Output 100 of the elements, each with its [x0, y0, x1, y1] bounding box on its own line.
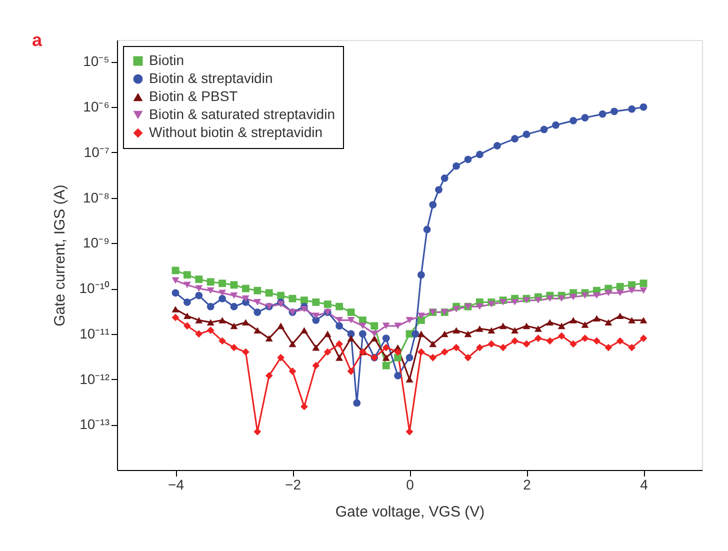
point: [324, 330, 332, 338]
point: [265, 335, 273, 342]
point: [254, 308, 262, 316]
point: [394, 354, 402, 362]
point: [546, 295, 554, 302]
point: [616, 290, 624, 296]
point: [598, 110, 606, 118]
point: [312, 344, 320, 351]
point: [452, 327, 460, 334]
point: [288, 340, 296, 348]
y-tick-label: 10⁻¹²: [80, 370, 110, 387]
point: [394, 322, 402, 330]
point: [581, 114, 589, 122]
point: [429, 201, 437, 208]
point: [172, 314, 180, 322]
point: [628, 105, 636, 113]
point: [522, 340, 530, 348]
point: [476, 326, 484, 332]
point: [452, 162, 460, 170]
point: [206, 319, 214, 326]
point: [406, 317, 414, 324]
point: [336, 317, 344, 324]
point: [277, 354, 285, 362]
point: [382, 362, 390, 370]
point: [172, 306, 180, 312]
point: [336, 340, 344, 348]
point: [183, 322, 191, 330]
point: [570, 317, 578, 324]
point: [347, 335, 355, 342]
point: [435, 186, 442, 194]
point: [206, 287, 214, 294]
point: [242, 284, 250, 292]
point: [429, 354, 437, 362]
point: [610, 108, 618, 116]
point: [242, 319, 250, 326]
y-tick-label: 10⁻⁶: [83, 98, 110, 115]
point: [452, 344, 460, 352]
y-axis-title: Gate current, IGS (A): [51, 184, 68, 326]
point: [406, 376, 414, 382]
point: [172, 266, 180, 274]
point: [242, 348, 250, 356]
point: [183, 271, 191, 279]
point: [534, 334, 542, 342]
point: [616, 337, 624, 345]
point: [423, 226, 431, 234]
point: [488, 327, 496, 334]
point: [476, 150, 484, 158]
point: [300, 306, 308, 312]
legend-label: Biotin & PBST: [149, 88, 238, 104]
point: [265, 372, 273, 380]
point: [347, 330, 355, 338]
point: [464, 156, 472, 164]
point: [440, 174, 448, 182]
point: [511, 327, 519, 334]
point: [218, 280, 226, 288]
point: [206, 278, 214, 286]
point: [628, 317, 636, 324]
point: [312, 312, 320, 320]
point: [417, 271, 425, 279]
point: [230, 281, 238, 289]
point: [336, 354, 344, 361]
point: [195, 317, 203, 324]
x-tick-label: −2: [285, 476, 302, 492]
point: [277, 322, 285, 330]
point: [358, 330, 366, 338]
point: [206, 326, 214, 334]
point: [300, 402, 308, 410]
legend-label: Biotin & streptavidin: [149, 70, 273, 86]
point: [558, 322, 566, 330]
point: [417, 312, 425, 320]
y-tick-label: 10⁻⁷: [84, 144, 110, 160]
point: [540, 126, 548, 134]
point: [488, 340, 496, 348]
point: [464, 330, 472, 338]
point: [570, 294, 578, 300]
point: [640, 280, 648, 288]
point: [558, 332, 566, 340]
y-tick-label: 10⁻¹⁰: [79, 280, 110, 296]
point: [488, 301, 496, 308]
point: [370, 322, 378, 330]
point: [195, 285, 203, 292]
point: [300, 327, 308, 334]
point: [546, 337, 554, 345]
point: [172, 277, 180, 284]
point: [570, 340, 578, 348]
point: [592, 315, 600, 322]
point: [230, 322, 238, 330]
point: [358, 322, 366, 330]
point: [218, 294, 226, 302]
point: [288, 294, 296, 302]
point: [347, 308, 355, 316]
point: [254, 298, 262, 306]
point: [230, 302, 238, 310]
point: [581, 292, 589, 299]
point: [511, 337, 519, 345]
y-tick-label: 10⁻⁵: [83, 53, 110, 70]
point: [476, 303, 484, 310]
point: [382, 334, 390, 342]
point: [464, 354, 472, 362]
point: [581, 321, 589, 328]
